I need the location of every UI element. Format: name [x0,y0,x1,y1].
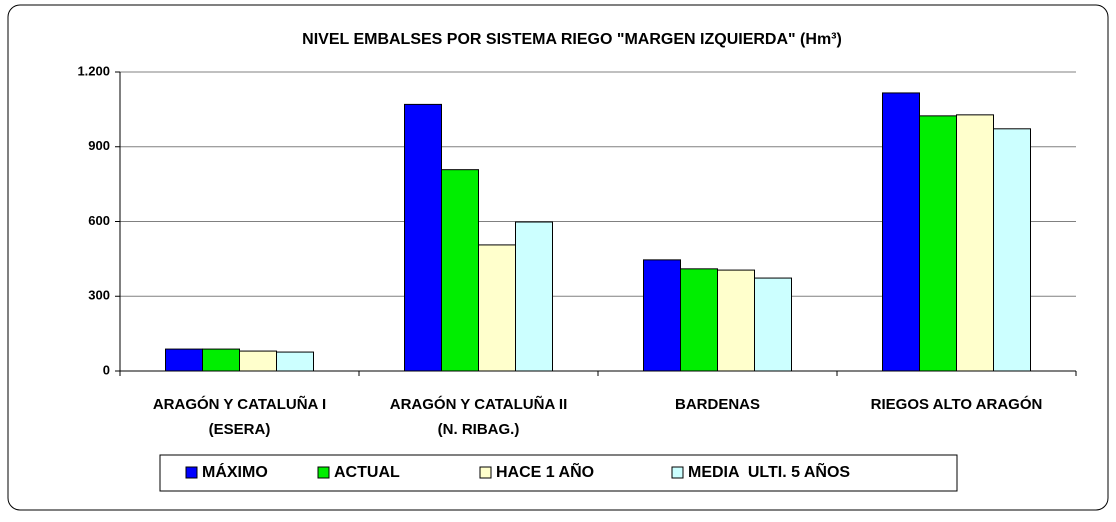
bar [754,277,792,372]
y-tick-label: 600 [88,213,110,228]
bar [919,115,957,372]
bar [478,244,516,372]
legend-label: HACE 1 AÑO [496,461,594,481]
legend-swatch [671,466,684,479]
legend-label: MEDIA ULTI. 5 AÑOS [688,461,850,481]
legend-box [159,454,958,492]
legend-swatch [479,466,492,479]
bar [239,350,277,372]
bar [276,351,314,372]
legend-swatch [185,466,198,479]
y-tick-label: 1.200 [77,63,110,78]
y-tick-label: 300 [88,288,110,303]
x-tick-label: ARAGÓN Y CATALUÑA II [390,395,568,413]
bar [202,348,240,372]
chart-title: NIVEL EMBALSES POR SISTEMA RIEGO "MARGEN… [302,31,842,48]
y-tick-label: 900 [88,138,110,153]
x-tick-label: RIEGOS ALTO ARAGÓN [871,395,1043,413]
bar [515,221,553,372]
bar [993,128,1031,372]
bar [956,114,994,372]
bar [882,92,920,372]
bar [717,269,755,372]
y-tick-label: 0 [103,362,110,377]
x-tick-label: BARDENAS [675,396,760,413]
legend-label: MÁXIMO [202,462,268,481]
x-tick-label: ARAGÓN Y CATALUÑA I [153,395,326,413]
legend-label: ACTUAL [334,464,400,481]
bar [441,169,479,372]
bar [404,103,442,372]
legend-swatch [317,466,330,479]
bar [680,268,718,372]
bar [165,348,203,372]
x-tick-label: (N. RIBAG.) [438,421,520,438]
bar [643,259,681,372]
chart-frame [7,4,1109,511]
x-tick-label: (ESERA) [209,421,271,438]
